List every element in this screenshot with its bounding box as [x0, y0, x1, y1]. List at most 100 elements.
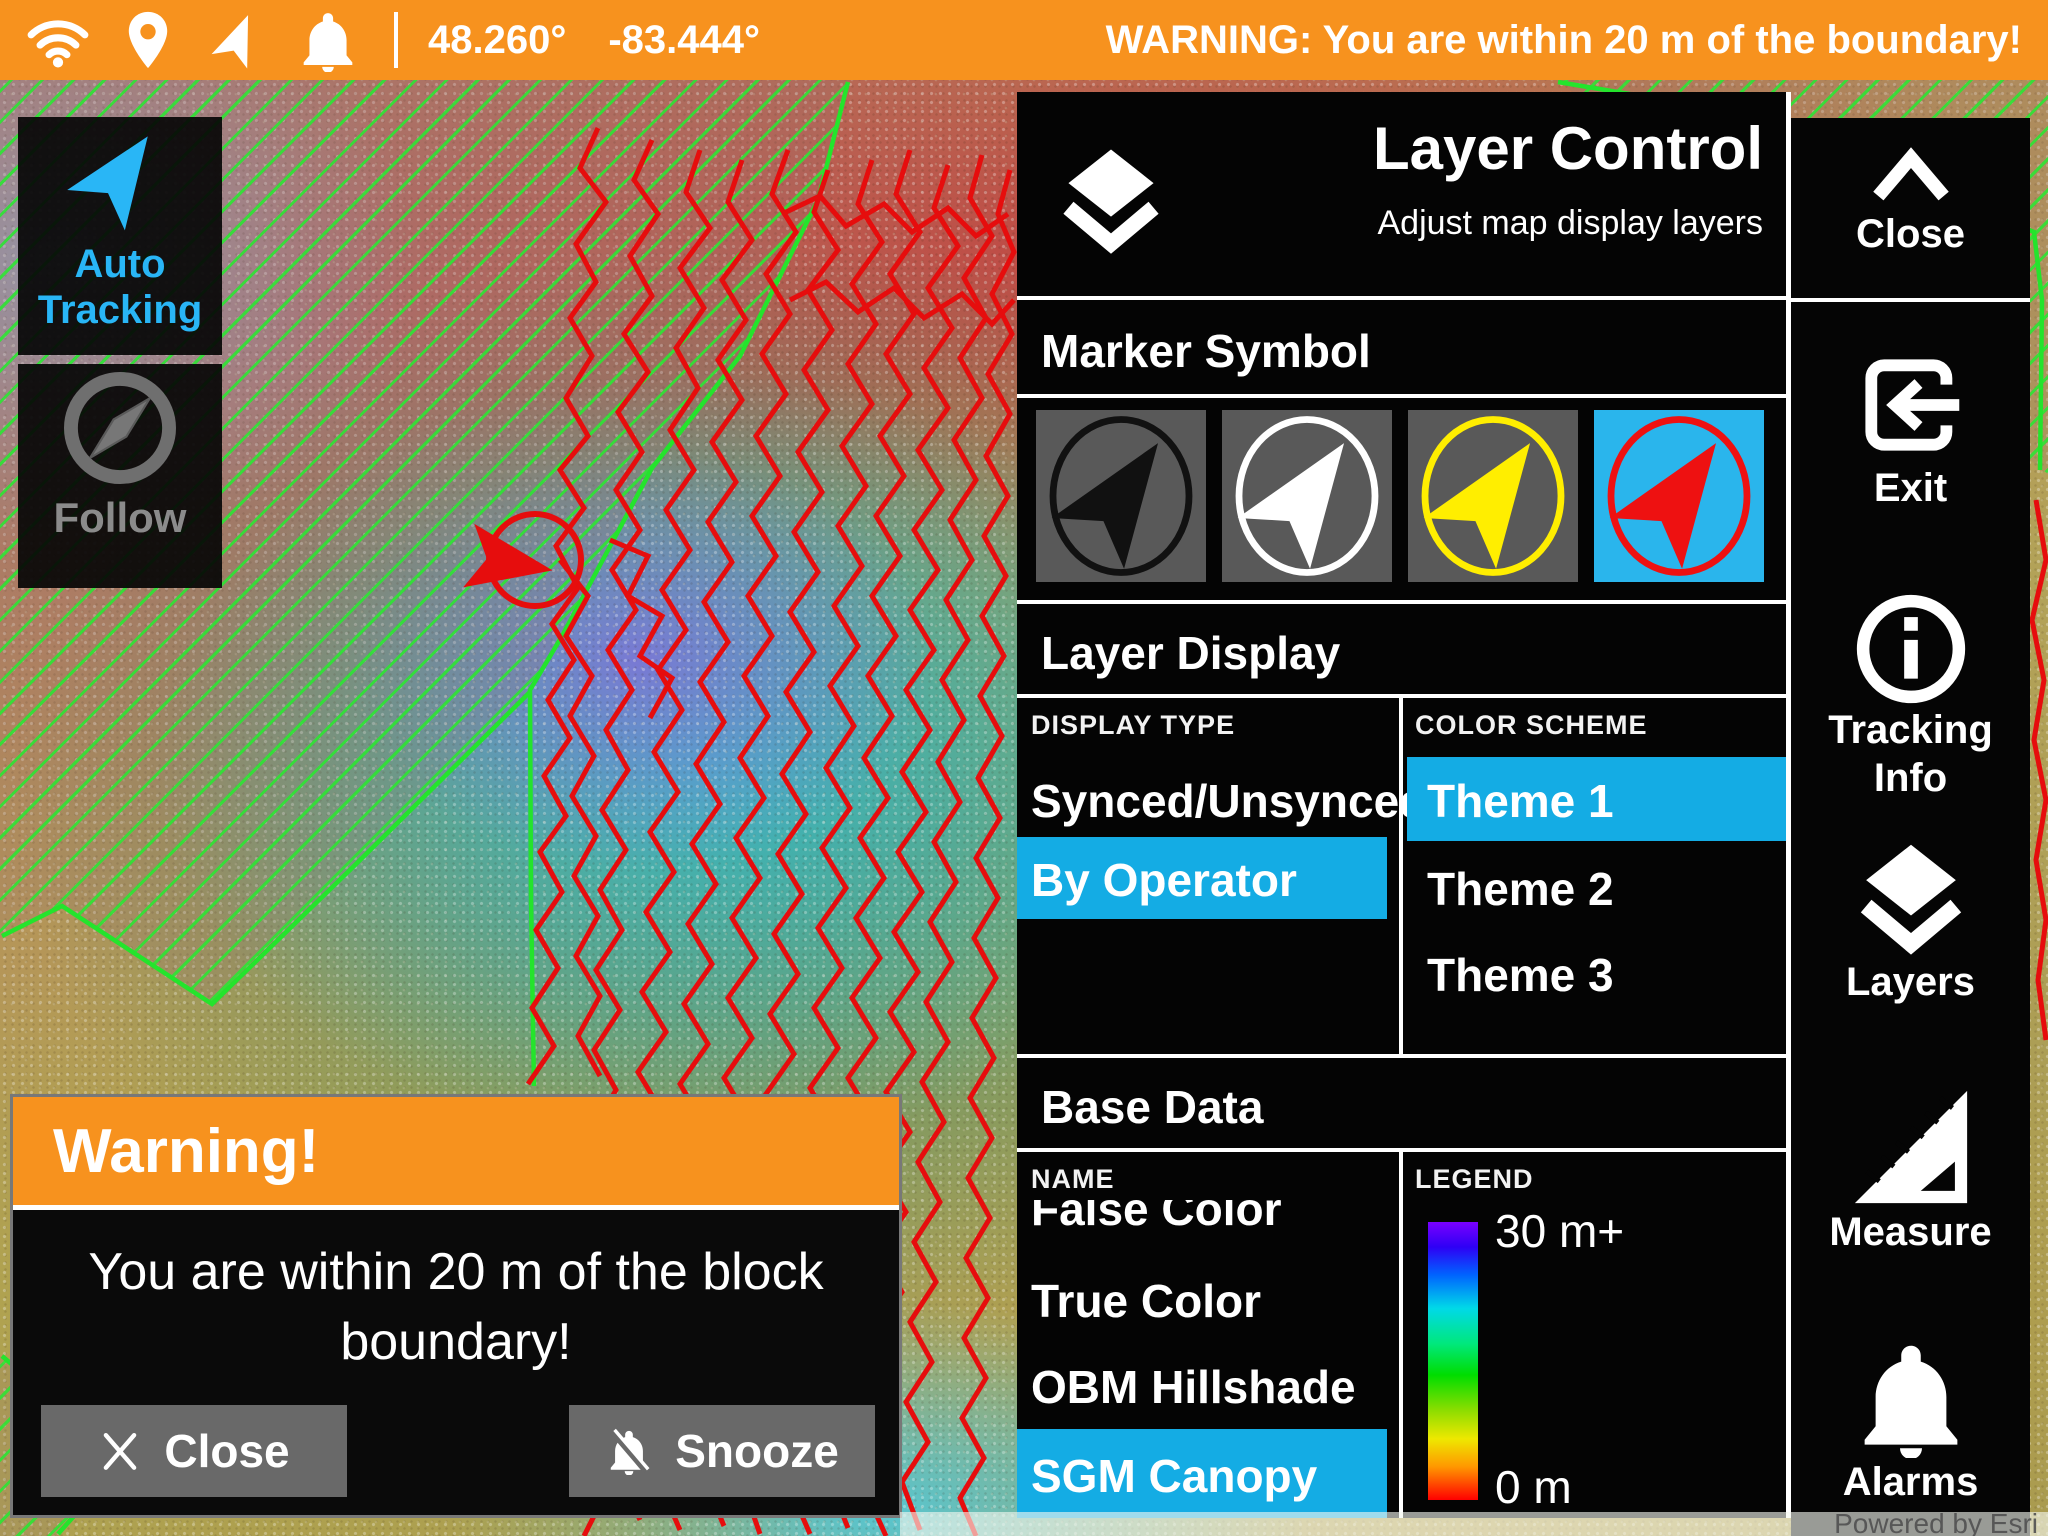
- auto-tracking-arrow-icon: [67, 136, 148, 231]
- section-divider: [1017, 1148, 1787, 1152]
- warning-dialog-message: You are within 20 m of the block boundar…: [88, 1243, 824, 1371]
- location-icon: [128, 11, 168, 69]
- layer-control-panel: Layer Control Adjust map display layers …: [1017, 92, 1787, 1518]
- base-data-name-label: NAME: [1031, 1164, 1115, 1194]
- base-data-option-obm-hillshade[interactable]: OBM Hillshade: [1031, 1361, 1356, 1413]
- chevron-up-icon: [1872, 147, 1949, 201]
- sidebar-alarms-label: Alarms: [1842, 1460, 1979, 1504]
- layers-icon: [1063, 149, 1159, 254]
- base-data-option-false-color[interactable]: False Color: [1031, 1200, 1282, 1235]
- statusbar-divider: [394, 12, 398, 68]
- display-type-option-synced[interactable]: Synced/Unsynced: [1031, 775, 1428, 827]
- status-bar: 48.260° -83.444° WARNING: You are within…: [0, 0, 2048, 80]
- info-icon: [1856, 594, 1965, 704]
- display-type-option-by-operator[interactable]: By Operator: [1017, 837, 1387, 919]
- block-boundary-line: [0, 690, 532, 1007]
- sidebar-item-alarms[interactable]: Alarms: [1791, 1336, 2030, 1506]
- sidebar-item-measure[interactable]: Measure: [1791, 1086, 2030, 1256]
- gps-track: [609, 537, 676, 720]
- marker-option-white[interactable]: [1222, 410, 1392, 582]
- dialog-close-label: Close: [164, 1425, 290, 1477]
- section-divider: [1017, 1054, 1787, 1058]
- panel-subtitle: Adjust map display layers: [1377, 204, 1763, 242]
- statusbar-warning-text: WARNING: You are within 20 m of the boun…: [1105, 17, 2022, 62]
- legend-label: LEGEND: [1415, 1164, 1534, 1194]
- color-scheme-option-theme3[interactable]: Theme 3: [1427, 949, 1614, 1001]
- sidebar-item-tracking-info[interactable]: Tracking Info: [1791, 592, 2030, 802]
- sidebar-layers-label: Layers: [1846, 960, 1975, 1004]
- section-divider: [1017, 296, 1787, 300]
- base-data-option-sgm-canopy[interactable]: SGM Canopy: [1017, 1429, 1387, 1518]
- follow-button[interactable]: Follow: [18, 364, 222, 588]
- compass-icon: [64, 372, 176, 484]
- longitude-value: -83.444°: [608, 17, 761, 62]
- map-attribution-bar: Powered by Esri: [900, 1508, 2048, 1536]
- column-divider: [1399, 1152, 1403, 1518]
- sidebar-close-label: Close: [1856, 212, 1965, 256]
- section-divider: [1017, 394, 1787, 398]
- sidebar-measure-label: Measure: [1829, 1210, 1992, 1254]
- gps-track: [558, 558, 603, 1078]
- panel-title: Layer Control: [1372, 115, 1763, 182]
- sidebar-item-layers[interactable]: Layers: [1791, 840, 2030, 1006]
- bell-icon: [1864, 1345, 1957, 1458]
- legend-max-value: 30 m+: [1495, 1205, 1625, 1257]
- sidebar-tracking-info-label: Tracking Info: [1828, 708, 1993, 800]
- dialog-close-button[interactable]: Close: [41, 1405, 347, 1497]
- legend-min-value: 0 m: [1495, 1461, 1572, 1513]
- block-boundary-line: [527, 81, 851, 1087]
- section-divider: [1017, 600, 1787, 604]
- auto-tracking-button[interactable]: Auto Tracking: [18, 117, 222, 355]
- column-divider: [1399, 694, 1403, 1054]
- black-arrow-marker-icon: [1049, 416, 1193, 576]
- gps-coordinates: 48.260° -83.444°: [428, 18, 760, 63]
- color-scheme-label: COLOR SCHEME: [1415, 710, 1648, 740]
- warning-dialog-header: Warning!: [13, 1097, 899, 1205]
- legend-gradient-bar: [1428, 1222, 1478, 1500]
- white-arrow-marker-icon: [1235, 416, 1379, 576]
- display-type-label: DISPLAY TYPE: [1031, 710, 1236, 740]
- auto-tracking-label: Auto Tracking: [37, 242, 203, 332]
- bell-off-icon: [610, 1428, 650, 1475]
- marker-option-black[interactable]: [1036, 410, 1206, 582]
- sidebar-divider: [1791, 298, 2030, 302]
- dialog-divider: [13, 1205, 899, 1210]
- base-data-heading: Base Data: [1041, 1081, 1264, 1133]
- close-x-icon: [104, 1432, 137, 1470]
- marker-option-yellow[interactable]: [1408, 410, 1578, 582]
- red-arrow-marker-icon: [1607, 416, 1751, 576]
- marker-option-red-selected[interactable]: [1594, 410, 1764, 582]
- latitude-value: 48.260°: [428, 17, 567, 62]
- tool-sidebar: Close Exit Tracking Info Layers: [1791, 118, 2030, 1536]
- navigation-icon: [211, 15, 249, 69]
- exit-icon: [1864, 359, 1959, 451]
- gps-track: [899, 154, 995, 1531]
- attribution-text: Powered by Esri: [1834, 1508, 2038, 1536]
- color-scheme-option-theme2[interactable]: Theme 2: [1427, 863, 1614, 915]
- layer-display-heading: Layer Display: [1041, 627, 1341, 679]
- wifi-icon: [27, 20, 89, 68]
- sidebar-exit-label: Exit: [1873, 466, 1948, 510]
- warning-dialog-title: Warning!: [53, 1116, 320, 1186]
- panel-sidebar-divider: [1786, 92, 1791, 1518]
- dialog-snooze-label: Snooze: [675, 1425, 839, 1477]
- base-data-option-true-color[interactable]: True Color: [1031, 1275, 1262, 1327]
- yellow-arrow-marker-icon: [1421, 416, 1565, 576]
- gps-track: [957, 169, 1017, 1536]
- color-scheme-option-theme1[interactable]: Theme 1: [1407, 757, 1787, 841]
- position-marker: [463, 511, 584, 609]
- follow-label: Follow: [53, 494, 187, 541]
- warning-dialog: Warning! You are within 20 m of the bloc…: [10, 1094, 902, 1518]
- gps-track: [525, 126, 610, 1086]
- gps-track: [780, 192, 1010, 240]
- dialog-snooze-button[interactable]: Snooze: [569, 1405, 875, 1497]
- gps-track: [2029, 499, 2048, 1041]
- sidebar-item-exit[interactable]: Exit: [1791, 346, 2030, 512]
- gps-track: [788, 278, 1016, 328]
- notifications-icon: [303, 13, 353, 72]
- measure-icon: [1854, 1090, 1967, 1204]
- sidebar-item-close[interactable]: Close: [1791, 138, 2030, 258]
- layers-icon: [1860, 844, 1961, 955]
- marker-symbol-heading: Marker Symbol: [1041, 325, 1371, 377]
